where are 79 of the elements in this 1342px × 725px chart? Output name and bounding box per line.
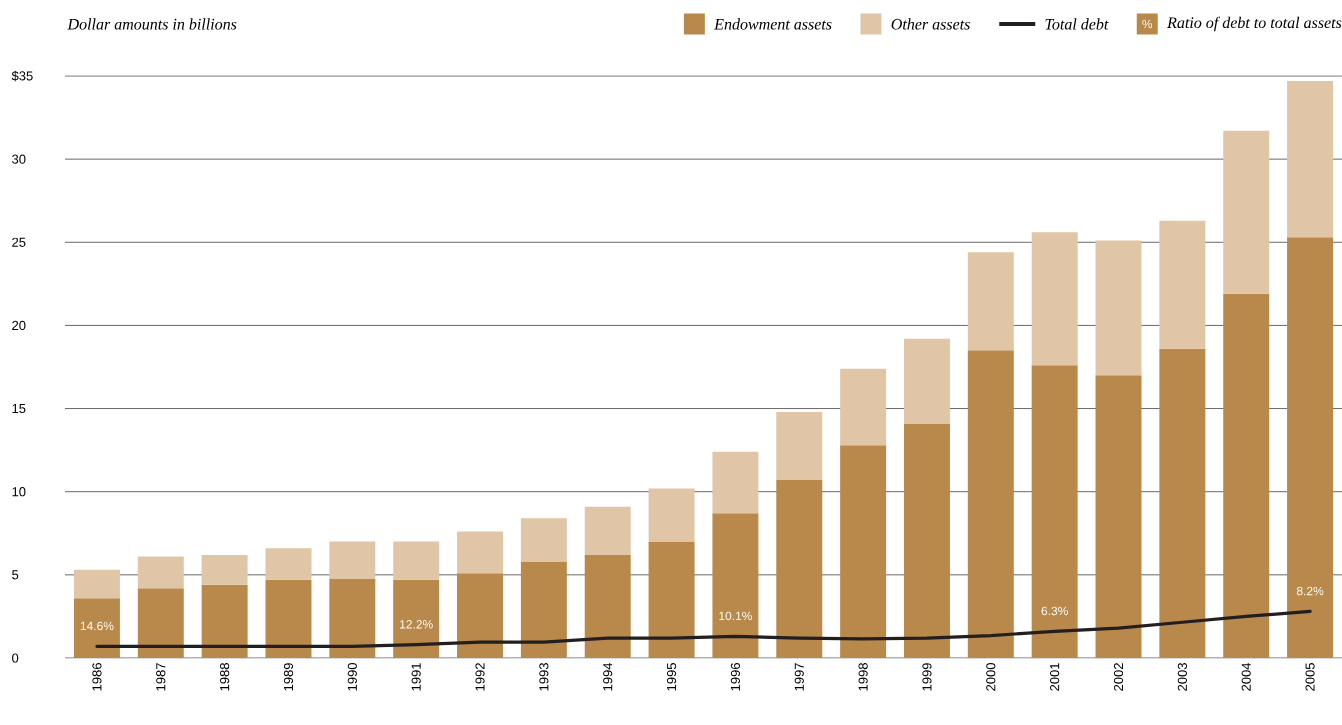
y-tick-label: 10 bbox=[12, 487, 26, 497]
x-tick-label: 1998 bbox=[858, 663, 868, 691]
bar bbox=[903, 423, 950, 658]
bar bbox=[967, 252, 1014, 351]
text: Ratio of debt to total assets bbox=[1167, 16, 1342, 32]
annotation: 10.1% bbox=[719, 611, 752, 621]
x-tick-label: 1990 bbox=[347, 663, 357, 691]
annotation: 14.6% bbox=[80, 621, 114, 631]
bar bbox=[73, 569, 120, 599]
bar bbox=[776, 480, 823, 658]
x-tick-label: 1986 bbox=[92, 663, 102, 691]
bar bbox=[201, 554, 248, 585]
bar bbox=[1287, 80, 1334, 238]
bar bbox=[903, 338, 950, 424]
bar bbox=[584, 506, 631, 555]
bar bbox=[329, 579, 376, 658]
annotation: 6.3% bbox=[1041, 606, 1068, 616]
y-tick-label: 15 bbox=[12, 404, 26, 414]
x-tick-label: 1996 bbox=[730, 663, 741, 691]
bar bbox=[584, 554, 631, 658]
bar bbox=[1287, 237, 1334, 658]
bar bbox=[712, 451, 759, 514]
x-tick-label: 2003 bbox=[1177, 663, 1187, 691]
annotation: 12.2% bbox=[400, 620, 433, 629]
annotation: 8.2% bbox=[1296, 586, 1324, 596]
text: % bbox=[1142, 19, 1153, 29]
x-tick-label: 1991 bbox=[411, 663, 421, 691]
y-tick-label: 25 bbox=[12, 237, 26, 247]
bar bbox=[201, 584, 248, 658]
bar bbox=[137, 588, 184, 658]
bar bbox=[840, 368, 887, 446]
bar bbox=[137, 556, 184, 589]
bar bbox=[1031, 365, 1078, 658]
bar bbox=[1159, 348, 1206, 658]
legend-label: Other assets bbox=[891, 18, 970, 30]
bar bbox=[393, 579, 440, 658]
x-tick-label: 1997 bbox=[794, 663, 804, 691]
bar bbox=[967, 350, 1014, 658]
x-tick-label: 2001 bbox=[1050, 663, 1060, 691]
bar bbox=[1223, 130, 1270, 294]
y-tick-label: 5 bbox=[12, 570, 19, 580]
bar bbox=[520, 561, 567, 658]
bar bbox=[265, 579, 312, 658]
y-tick-label: 30 bbox=[12, 154, 26, 164]
x-tick-label: 1989 bbox=[283, 663, 294, 691]
y-tick-label: 0 bbox=[12, 653, 19, 663]
bar bbox=[776, 411, 823, 481]
bar bbox=[712, 513, 759, 658]
bar bbox=[1159, 220, 1206, 349]
bar bbox=[457, 531, 504, 574]
bar bbox=[73, 598, 120, 658]
legend-label: Total debt bbox=[1045, 18, 1109, 30]
y-axis-title: Dollar amounts in billions bbox=[67, 18, 237, 30]
bar bbox=[648, 541, 695, 658]
y-tick-label: $35 bbox=[11, 70, 33, 82]
x-tick-label: 1994 bbox=[603, 662, 613, 691]
x-tick-label: 1987 bbox=[156, 663, 166, 691]
x-tick-label: 1988 bbox=[220, 663, 230, 691]
bar bbox=[648, 488, 695, 542]
x-tick-label: 2004 bbox=[1241, 662, 1251, 691]
bar bbox=[1095, 375, 1142, 658]
bar bbox=[1095, 240, 1142, 376]
bar bbox=[1223, 293, 1270, 658]
x-tick-label: 1992 bbox=[475, 663, 485, 691]
x-tick-label: 2000 bbox=[986, 663, 996, 691]
bar bbox=[393, 541, 440, 580]
bar bbox=[457, 573, 504, 658]
x-tick-label: 1995 bbox=[666, 663, 677, 691]
bar bbox=[840, 445, 887, 658]
x-tick-label: 2005 bbox=[1305, 663, 1315, 691]
bar bbox=[265, 548, 312, 580]
x-tick-label: 1993 bbox=[539, 663, 549, 691]
y-tick-label: 20 bbox=[12, 320, 26, 331]
bar bbox=[329, 541, 376, 579]
bar bbox=[1031, 232, 1078, 366]
bar bbox=[520, 518, 567, 562]
legend-label: Endowment assets bbox=[714, 18, 832, 30]
x-tick-label: 1999 bbox=[922, 663, 932, 691]
x-tick-label: 2002 bbox=[1113, 663, 1124, 691]
